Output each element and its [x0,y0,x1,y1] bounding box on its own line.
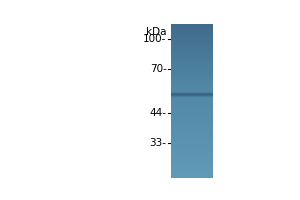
Text: 33-: 33- [149,138,167,148]
Text: kDa: kDa [146,27,166,37]
Text: 44-: 44- [149,108,167,118]
Text: 100-: 100- [143,34,166,44]
Text: 70-: 70- [150,64,166,74]
